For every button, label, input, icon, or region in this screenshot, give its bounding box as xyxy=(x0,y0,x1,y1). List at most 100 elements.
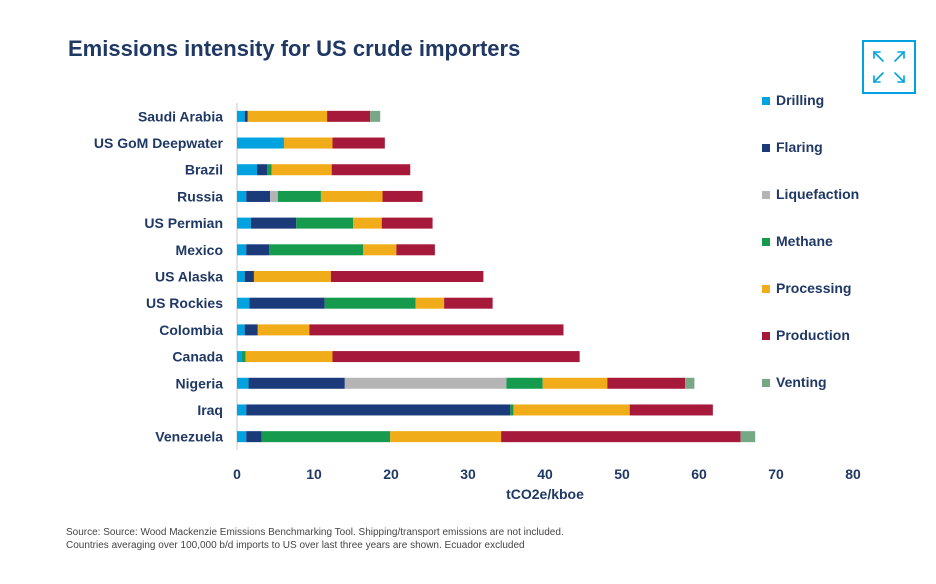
bar-segment-liquefaction xyxy=(270,190,278,202)
legend-label: Processing xyxy=(776,280,851,296)
bar-segment-processing xyxy=(257,324,310,336)
expand-button[interactable] xyxy=(862,40,916,94)
legend-label: Flaring xyxy=(776,139,823,155)
bar-segment-processing xyxy=(353,217,382,229)
bar-segment-drilling xyxy=(237,164,258,176)
legend-swatch xyxy=(762,144,770,152)
bar-segment-processing xyxy=(245,351,333,363)
bar-segment-processing xyxy=(542,377,608,389)
x-tick-label: 20 xyxy=(383,466,399,482)
bar-segment-production xyxy=(607,377,686,389)
x-tick-label: 10 xyxy=(306,466,322,482)
bar-segment-drilling xyxy=(237,377,249,389)
bar-segment-production xyxy=(381,217,433,229)
bar-segment-flaring xyxy=(244,110,248,122)
bar-segment-production xyxy=(327,110,371,122)
source-line-2: Countries averaging over 100,000 b/d imp… xyxy=(66,540,525,551)
category-label: Saudi Arabia xyxy=(138,108,223,124)
bar-segment-methane xyxy=(241,351,246,363)
legend-swatch xyxy=(762,238,770,246)
bar-segment-liquefaction xyxy=(344,377,507,389)
bar-segment-processing xyxy=(253,271,331,282)
bar-segment-flaring xyxy=(246,244,270,256)
bar-segment-drilling xyxy=(237,110,245,122)
legend-swatch xyxy=(762,97,770,105)
bar-segment-processing xyxy=(271,164,332,176)
category-label: Nigeria xyxy=(176,375,224,391)
bar-segment-production xyxy=(309,324,564,336)
x-tick-label: 50 xyxy=(614,466,630,482)
x-tick-label: 0 xyxy=(233,466,241,482)
chart-title: Emissions intensity for US crude importe… xyxy=(68,36,521,61)
bar-segment-flaring xyxy=(246,404,511,416)
category-label: Brazil xyxy=(185,162,223,178)
bar-segment-drilling xyxy=(237,217,251,229)
category-label: Colombia xyxy=(159,322,223,338)
bar-segment-processing xyxy=(320,190,383,202)
category-label: US Rockies xyxy=(146,295,223,311)
bar-segment-processing xyxy=(283,137,333,149)
bar-segment-methane xyxy=(267,164,272,176)
bar-segment-flaring xyxy=(250,217,297,229)
bar-segment-flaring xyxy=(244,271,254,282)
bar-segment-drilling xyxy=(237,324,245,336)
category-label: Canada xyxy=(172,349,223,365)
x-tick-label: 40 xyxy=(537,466,553,482)
x-axis-title: tCO2e/kboe xyxy=(506,486,584,502)
category-label: Mexico xyxy=(176,242,223,258)
bar-segment-methane xyxy=(506,377,543,389)
bar-segment-flaring xyxy=(244,324,258,336)
bar-segment-methane xyxy=(261,431,391,443)
bar-segment-production xyxy=(331,164,411,176)
bar-segment-production xyxy=(332,351,580,363)
bar-segment-drilling xyxy=(237,404,247,416)
bar-segment-processing xyxy=(513,404,630,416)
bar-segment-drilling xyxy=(237,137,284,149)
legend-label: Production xyxy=(776,327,850,343)
legend-swatch xyxy=(762,285,770,293)
legend-label: Drilling xyxy=(776,92,824,108)
category-label: US Permian xyxy=(144,215,223,231)
bar-segment-drilling xyxy=(237,244,247,256)
bar-segment-production xyxy=(396,244,435,256)
x-tick-label: 30 xyxy=(460,466,476,482)
category-label: Venezuela xyxy=(155,429,223,445)
bar-segment-production xyxy=(382,190,423,202)
x-tick-label: 60 xyxy=(691,466,707,482)
bar-segment-drilling xyxy=(237,297,250,309)
bar-segment-venting xyxy=(685,377,695,389)
legend-swatch xyxy=(762,379,770,387)
bar-segment-drilling xyxy=(237,351,242,363)
bar-segment-flaring xyxy=(257,164,268,176)
bar-segment-venting xyxy=(740,431,756,443)
bar-segment-production xyxy=(501,431,741,443)
bar-segment-production xyxy=(444,297,493,309)
bar-segment-production xyxy=(330,271,484,282)
bar-segment-methane xyxy=(277,190,321,202)
category-label: Russia xyxy=(177,188,223,204)
bar-segment-flaring xyxy=(246,190,271,202)
legend-label: Venting xyxy=(776,374,827,390)
bar-segment-processing xyxy=(247,110,328,122)
bar-segment-processing xyxy=(390,431,502,443)
stacked-bar-chart: Saudi Arabia US GoM Deepwater Brazil Russia… xyxy=(94,92,861,502)
bar-segment-flaring xyxy=(248,377,345,389)
bar-segment-production xyxy=(629,404,713,416)
bar-segment-flaring xyxy=(246,431,262,443)
category-label: US Alaska xyxy=(155,269,223,285)
bar-segment-processing xyxy=(415,297,445,309)
x-tick-label: 70 xyxy=(768,466,784,482)
bar-segment-methane xyxy=(269,244,364,256)
bar-segment-methane xyxy=(510,404,514,416)
bar-segment-drilling xyxy=(237,190,247,202)
legend-swatch xyxy=(762,332,770,340)
legend-swatch xyxy=(762,191,770,199)
source-line-1: Source: Source: Wood Mackenzie Emissions… xyxy=(66,527,564,538)
expand-icon xyxy=(873,51,905,83)
bar-segment-methane xyxy=(324,297,416,309)
category-label: US GoM Deepwater xyxy=(94,135,224,151)
source-note: Source: Source: Wood Mackenzie Emissions… xyxy=(66,526,564,552)
category-label: Iraq xyxy=(197,402,223,418)
bar-segment-flaring xyxy=(249,297,325,309)
bar-segment-drilling xyxy=(237,271,245,282)
